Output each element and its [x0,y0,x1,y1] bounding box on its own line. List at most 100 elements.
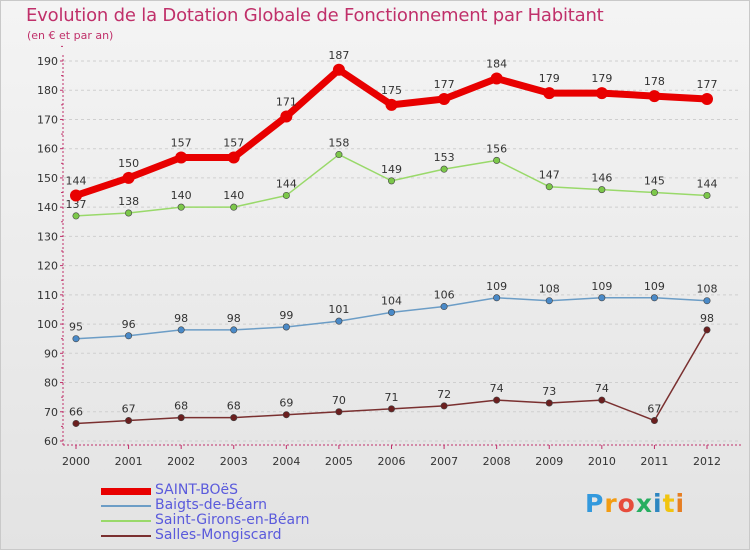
data-point [493,294,501,302]
data-point [545,399,553,407]
data-label: 98 [227,312,241,325]
data-point [440,402,448,410]
data-label: 156 [486,142,507,155]
data-label: 72 [437,388,451,401]
y-tick-label: 180 [37,84,58,97]
y-tick-label: 190 [37,55,58,68]
data-label: 146 [591,172,612,185]
data-point [230,203,238,211]
data-point [543,87,556,100]
data-point [493,156,501,164]
data-label: 67 [647,403,661,416]
legend-swatch [101,488,151,495]
data-point [335,408,343,416]
data-point [595,87,608,100]
data-label: 184 [486,58,507,71]
data-label: 177 [697,78,718,91]
data-label: 68 [227,400,241,413]
data-point [493,396,501,404]
legend-swatch [101,505,151,507]
data-point [227,151,240,164]
legend-label: Salles-Mongiscard [155,527,282,543]
data-point [177,414,185,422]
data-point [598,294,606,302]
y-tick-label: 130 [37,230,58,243]
data-label: 66 [69,405,83,418]
data-label: 96 [122,318,136,331]
y-tick-label: 70 [44,406,58,419]
y-tick-label: 120 [37,260,58,273]
data-point [177,203,185,211]
data-label: 109 [486,280,507,293]
data-label: 108 [697,283,718,296]
data-label: 104 [381,294,402,307]
data-label: 98 [174,312,188,325]
data-label: 144 [66,174,87,187]
series-salles-mongiscard: 66 67 68 68 69 70 71 72 74 73 74 67 98 [69,312,714,427]
data-point [650,294,658,302]
proxiti-logo: Proxiti [585,489,686,518]
y-tick-label: 160 [37,143,58,156]
data-point [490,72,503,85]
data-label: 109 [644,280,665,293]
data-label: 74 [595,382,609,395]
chart-subtitle: (en € et par an) [27,29,114,42]
data-point [72,335,80,343]
data-label: 178 [644,75,665,88]
data-point [70,189,82,202]
data-point [125,332,133,340]
data-label: 179 [591,72,612,85]
data-label: 98 [700,312,714,325]
data-point [703,326,711,334]
data-label: 109 [591,280,612,293]
x-tick-label: 2007 [430,455,458,468]
data-point [545,183,553,191]
y-tick-label: 100 [37,318,58,331]
data-point [440,165,448,173]
chart-title: Evolution de la Dotation Globale de Fonc… [26,5,604,26]
x-tick-label: 2002 [167,455,195,468]
y-tick-label: 110 [37,289,58,302]
data-point [598,396,606,404]
x-tick-label: 2004 [272,455,300,468]
data-point [648,90,661,103]
data-point [282,191,290,199]
x-tick-label: 2009 [535,455,563,468]
data-label: 68 [174,400,188,413]
data-label: 157 [171,136,192,149]
data-point [545,297,553,305]
data-label: 144 [276,177,297,190]
data-point [335,151,343,159]
data-point [703,191,711,199]
series-saint-bo-s: 144 150 157 157 171 187 175 177 184 179 179 178 177 [66,49,718,202]
chart-legend: SAINT-BOëS Baigts-de-Béarn Saint-Girons-en… [101,483,341,543]
y-tick-label: 170 [37,113,58,126]
data-label: 150 [118,157,139,170]
data-label: 101 [328,303,349,316]
data-point [125,417,133,425]
data-label: 74 [490,382,504,395]
data-point [385,98,398,111]
data-point [282,411,290,419]
x-tick-label: 2008 [483,455,511,468]
data-point [72,419,80,427]
data-point [438,93,451,105]
legend-label: Saint-Girons-en-Béarn [155,512,310,528]
data-label: 95 [69,321,83,334]
x-tick-label: 2011 [640,455,668,468]
data-point [280,110,293,123]
data-point [230,326,238,334]
data-label: 138 [118,195,139,208]
data-point [230,414,238,422]
x-tick-label: 2000 [62,455,90,468]
legend-item: SAINT-BOëS [101,483,341,498]
x-tick-label: 2001 [115,455,143,468]
y-tick-label: 80 [44,377,58,390]
data-point [703,297,711,305]
legend-item: Baigts-de-Béarn [101,498,341,513]
data-label: 171 [276,96,297,109]
data-label: 140 [223,189,244,202]
legend-label: SAINT-BOëS [155,482,239,498]
data-point [598,186,606,194]
